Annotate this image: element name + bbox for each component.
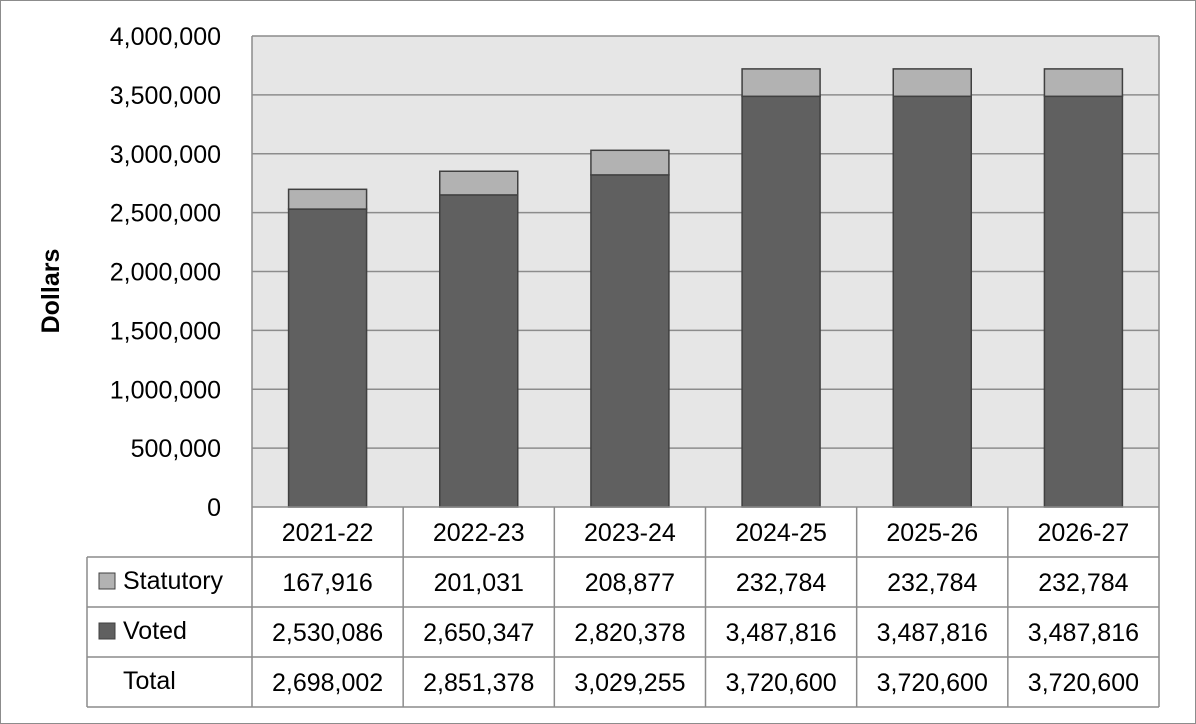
x-category-label: 2024-25 — [735, 519, 827, 547]
bars — [287, 68, 1124, 508]
bar-voted-2025-26 — [892, 95, 972, 508]
table-cell-value: 232,784 — [1038, 569, 1128, 597]
table-cell-value: 232,784 — [736, 569, 826, 597]
y-tick-label: 2,500,000 — [110, 200, 221, 228]
x-category-label: 2021-22 — [282, 519, 374, 547]
table-cell-value: 3,029,255 — [574, 669, 685, 697]
row-label-statutory: Statutory — [123, 567, 224, 595]
table-cell-value: 201,031 — [434, 569, 524, 597]
x-category-label: 2022-23 — [433, 519, 525, 547]
row-label-voted: Voted — [123, 617, 187, 645]
table-cell-value: 208,877 — [585, 569, 675, 597]
y-tick-label: 1,000,000 — [110, 376, 221, 404]
gridlines — [251, 35, 1160, 507]
x-category-label: 2026-27 — [1038, 519, 1130, 547]
table-cell-value: 2,650,347 — [423, 619, 534, 647]
table-cell-value: 3,487,816 — [725, 619, 836, 647]
bar-statutory-2024-25 — [741, 68, 821, 98]
table-cell-value: 167,916 — [282, 569, 372, 597]
table-cell-value: 3,720,600 — [877, 669, 988, 697]
bar-statutory-2022-23 — [439, 170, 519, 196]
bar-voted-2021-22 — [287, 208, 368, 508]
table-cell-value: 2,530,086 — [272, 619, 383, 647]
bar-voted-2024-25 — [741, 95, 821, 508]
y-axis-label: Dollars — [37, 249, 65, 334]
legend-key-voted — [98, 622, 116, 640]
bar-voted-2026-27 — [1043, 95, 1124, 508]
row-label-total: Total — [123, 667, 176, 695]
bar-statutory-2025-26 — [892, 68, 972, 98]
table-cell-value: 2,851,378 — [423, 669, 534, 697]
table-cell-value: 3,720,600 — [725, 669, 836, 697]
bar-statutory-2026-27 — [1043, 68, 1124, 98]
table-cell-value: 3,720,600 — [1028, 669, 1139, 697]
bar-statutory-2021-22 — [287, 188, 368, 210]
y-tick-label: 2,000,000 — [110, 259, 221, 287]
y-tick-label: 500,000 — [131, 435, 221, 463]
bar-voted-2023-24 — [590, 174, 670, 508]
y-tick-label: 1,500,000 — [110, 317, 221, 345]
legend-key-statutory — [98, 572, 116, 590]
y-axis-ticks: 0 500,000 1,000,000 1,500,000 2,000,000 2,500… — [110, 23, 221, 522]
table-cell-value: 2,820,378 — [574, 619, 685, 647]
bar-voted-2022-23 — [439, 194, 519, 508]
table-cell-value: 2,698,002 — [272, 669, 383, 697]
y-tick-label: 0 — [207, 494, 221, 522]
x-category-label: 2025-26 — [886, 519, 978, 547]
y-tick-label: 4,000,000 — [110, 23, 221, 51]
y-tick-label: 3,000,000 — [110, 141, 221, 169]
bar-statutory-2023-24 — [590, 149, 670, 176]
table-cell-value: 232,784 — [887, 569, 977, 597]
data-table: 2021-22 2022-23 2023-24 2024-25 2025-26 2026-… — [86, 506, 1160, 708]
table-cell-value: 3,487,816 — [877, 619, 988, 647]
x-category-label: 2023-24 — [584, 519, 676, 547]
table-cell-value: 3,487,816 — [1028, 619, 1139, 647]
y-tick-label: 3,500,000 — [110, 82, 221, 110]
